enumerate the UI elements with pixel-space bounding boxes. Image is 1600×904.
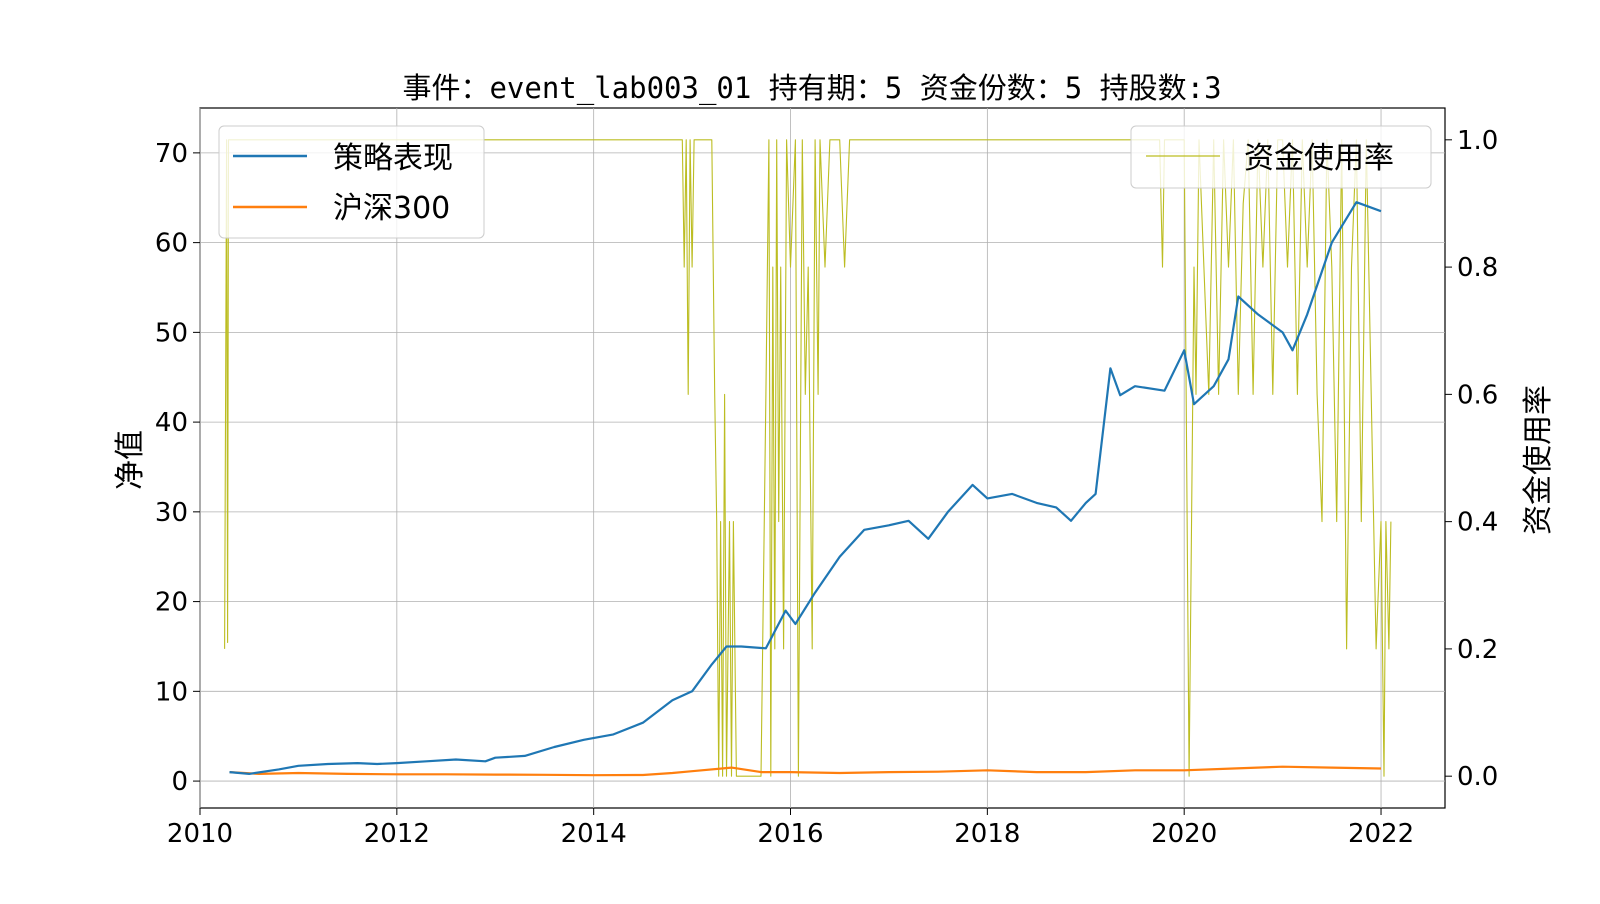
y-right-tick-label: 0.6 xyxy=(1457,380,1498,410)
y-left-tick-label: 0 xyxy=(171,767,188,797)
legend-right: 资金使用率 xyxy=(1131,126,1431,188)
x-tick-label: 2020 xyxy=(1151,819,1217,849)
legend-label-capital-usage: 资金使用率 xyxy=(1244,141,1394,176)
y-left-tick-label: 20 xyxy=(155,588,188,618)
y-right-tick-label: 0.4 xyxy=(1457,508,1498,538)
legend-label-strategy: 策略表现 xyxy=(333,141,453,176)
x-tick-label: 2016 xyxy=(757,819,823,849)
y-left-tick-label: 30 xyxy=(155,498,188,528)
x-tick-label: 2018 xyxy=(954,819,1020,849)
x-tick-label: 2012 xyxy=(364,819,430,849)
x-tick-label: 2010 xyxy=(167,819,233,849)
series-strategy xyxy=(229,202,1381,774)
y-right-tick-label: 0.2 xyxy=(1457,635,1498,665)
y-left-tick-label: 10 xyxy=(155,677,188,707)
y-axis-right-label: 资金使用率 xyxy=(1521,385,1556,535)
legend-label-hs300: 沪深300 xyxy=(333,191,450,226)
legend-left: 策略表现 沪深300 xyxy=(219,126,484,238)
y-left-tick-label: 60 xyxy=(155,229,188,259)
series-line xyxy=(230,202,1382,774)
y-left-tick-label: 40 xyxy=(155,408,188,438)
series-hs300 xyxy=(229,767,1381,776)
y-left-tick-label: 50 xyxy=(155,318,188,348)
x-tick-label: 2022 xyxy=(1348,819,1414,849)
y-right-tick-label: 0.8 xyxy=(1457,253,1498,283)
chart-title: 事件：event_lab003_01 持有期：5 资金份数：5 持股数:3 xyxy=(402,71,1221,106)
y-axis-left-label: 净值 xyxy=(113,430,148,490)
y-right-tick-label: 1.0 xyxy=(1457,126,1498,156)
x-tick-label: 2014 xyxy=(561,819,627,849)
y-left-tick-label: 70 xyxy=(155,139,188,169)
y-right-tick-label: 0.0 xyxy=(1457,762,1498,792)
series-line xyxy=(230,767,1382,776)
